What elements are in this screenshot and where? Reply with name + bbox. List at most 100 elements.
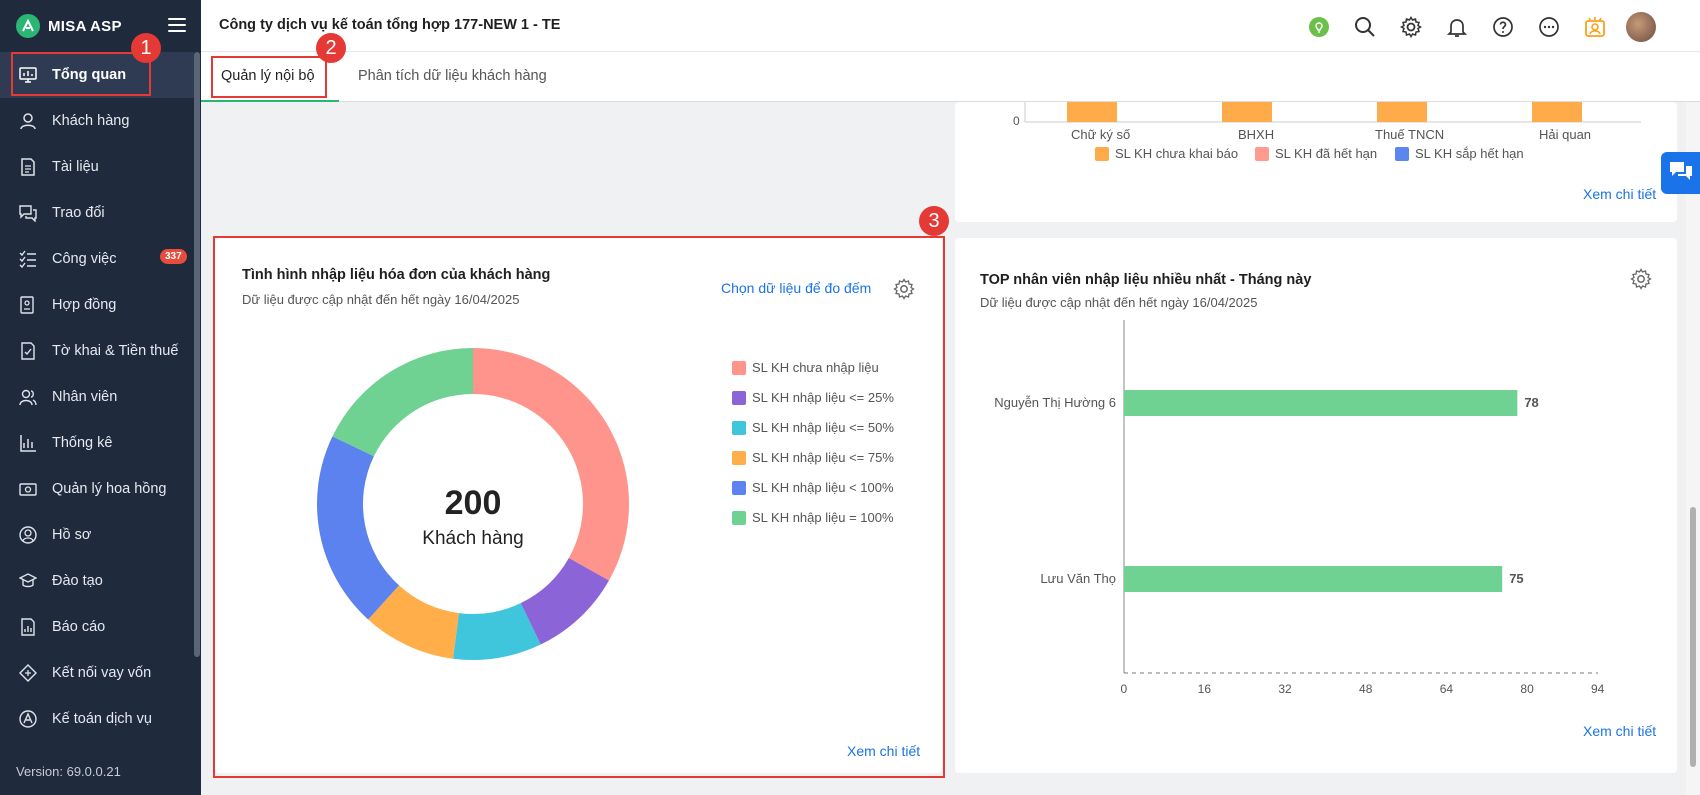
search-icon[interactable] (1350, 12, 1380, 42)
legend-item[interactable]: SL KH chưa khai báo (1095, 146, 1238, 161)
tab-phan-tich-du-lieu[interactable]: Phân tích dữ liệu khách hàng (358, 68, 547, 84)
sidebar-item-bao-cao[interactable]: Báo cáo (0, 604, 194, 650)
sidebar-item-label: Tờ khai & Tiền thuế (52, 343, 179, 359)
sidebar-item-hop-dong[interactable]: Hợp đồng (0, 282, 194, 328)
bar-segment-1[interactable] (1067, 102, 1117, 122)
legend-label: SL KH nhập liệu <= 75% (752, 450, 894, 465)
legend-item[interactable]: SL KH chưa nhập liệu (732, 360, 879, 375)
tab-bar: Quản lý nội bộ Phân tích dữ liệu khách h… (201, 52, 1700, 103)
menu-toggle-icon[interactable] (168, 18, 186, 34)
annotation-box-1 (11, 52, 151, 96)
donut-total-label: Khách hàng (422, 528, 524, 549)
sidebar-item-tai-lieu[interactable]: Tài liệu (0, 144, 194, 190)
top-staff-bar-chart (1123, 320, 1598, 674)
legend-label: SL KH chưa khai báo (1115, 146, 1239, 161)
sidebar-item-vay-von[interactable]: Kết nối vay vốn (0, 650, 194, 696)
view-details-link[interactable]: Xem chi tiết (847, 743, 921, 759)
sidebar-item-label: Thống kê (52, 435, 113, 451)
chat-support-button[interactable] (1661, 152, 1700, 194)
legend-item[interactable]: SL KH sắp hết hạn (1395, 146, 1524, 161)
legend-item[interactable]: SL KH nhập liệu < 100% (732, 480, 894, 495)
sidebar-item-label: Quản lý hoa hồng (52, 481, 167, 497)
content-scrollbar[interactable] (1686, 102, 1700, 795)
legend-swatch (732, 480, 746, 495)
more-icon[interactable] (1534, 12, 1564, 42)
sidebar-item-khach-hang[interactable]: Khách hàng (0, 98, 194, 144)
help-icon[interactable] (1488, 12, 1518, 42)
legend-label: SL KH nhập liệu = 100% (752, 510, 894, 525)
bar-segment-4[interactable] (1532, 102, 1582, 122)
sidebar-item-ke-toan-dich-vu[interactable]: Kế toán dịch vụ (0, 696, 194, 742)
lightbulb-icon[interactable] (1304, 12, 1334, 42)
scrollbar-thumb[interactable] (1690, 507, 1696, 767)
legend-swatch (732, 360, 746, 375)
sidebar-item-hoa-hong[interactable]: Quản lý hoa hồng (0, 466, 194, 512)
legend-item[interactable]: SL KH nhập liệu = 100% (732, 510, 894, 525)
legend-label: SL KH chưa nhập liệu (752, 360, 879, 375)
company-name[interactable]: Công ty dịch vụ kế toán tổng hợp 177-NEW… (219, 17, 561, 33)
brand-logo[interactable]: MISA ASP (16, 14, 122, 38)
donut-slice-2[interactable] (520, 557, 609, 645)
donut-total-value: 200 (444, 484, 502, 522)
view-details-link[interactable]: Xem chi tiết (1583, 186, 1657, 202)
tab-quan-ly-noi-bo[interactable]: Quản lý nội bộ (221, 68, 315, 84)
hbar-2[interactable] (1124, 566, 1503, 592)
bell-icon[interactable] (1442, 12, 1472, 42)
sidebar-item-label: Khách hàng (52, 113, 130, 129)
training-icon (18, 571, 38, 591)
hbar-1[interactable] (1124, 390, 1518, 416)
task-count-badge: 337 (160, 249, 187, 264)
sidebar-scrollbar[interactable] (194, 52, 200, 657)
user-avatar[interactable] (1626, 12, 1656, 42)
sidebar-item-label: Kế toán dịch vụ (52, 711, 152, 727)
donut-slice-3[interactable] (453, 603, 541, 660)
x-tick-label: 0 (1120, 682, 1128, 696)
bar-segment-3[interactable] (1377, 102, 1427, 122)
report-icon (18, 617, 38, 637)
sidebar-item-trao-doi[interactable]: Trao đổi (0, 190, 194, 236)
legend-label: SL KH sắp hết hạn (1415, 146, 1524, 161)
legend-item[interactable]: SL KH đã hết hạn (1255, 146, 1377, 161)
accounting-service-icon (18, 709, 38, 729)
donut-slice-6[interactable] (332, 348, 473, 457)
donut-slice-1[interactable] (473, 348, 629, 581)
sidebar-item-ho-so[interactable]: Hồ sơ (0, 512, 194, 558)
donut-slice-4[interactable] (368, 585, 459, 659)
legend-item[interactable]: SL KH nhập liệu <= 25% (732, 390, 894, 405)
card-title: Tình hình nhập liệu hóa đơn của khách hà… (242, 267, 551, 283)
expiry-bar-chart (1024, 102, 1641, 123)
legend-item[interactable]: SL KH nhập liệu <= 75% (732, 450, 894, 465)
sidebar-item-label: Đào tạo (52, 573, 103, 589)
gear-icon[interactable] (1630, 268, 1652, 295)
sidebar-item-dao-tao[interactable]: Đào tạo (0, 558, 194, 604)
legend-item[interactable]: SL KH nhập liệu <= 50% (732, 420, 894, 435)
active-tab-indicator (201, 100, 339, 103)
sidebar-item-cong-viec[interactable]: Công việc 337 (0, 236, 194, 282)
sidebar-item-label: Hồ sơ (52, 527, 92, 543)
donut-slice-5[interactable] (317, 436, 400, 620)
card-subtitle: Dữ liệu được cập nhật đến hết ngày 16/04… (242, 292, 520, 307)
sidebar-item-label: Hợp đồng (52, 297, 117, 313)
sidebar-item-nhan-vien[interactable]: Nhân viên (0, 374, 194, 420)
view-details-link[interactable]: Xem chi tiết (1583, 723, 1657, 739)
legend-label: SL KH nhập liệu <= 25% (752, 390, 894, 405)
sidebar-item-tong-quan[interactable]: Tổng quan (0, 52, 194, 98)
legend-swatch (1395, 146, 1409, 161)
x-tick-label: BHXH (1238, 127, 1275, 142)
x-tick-label: 16 (1197, 682, 1212, 696)
sidebar-item-to-khai[interactable]: Tờ khai & Tiền thuế (0, 328, 194, 374)
gear-icon[interactable] (1396, 12, 1426, 42)
support-agent-icon[interactable] (1580, 12, 1610, 42)
x-tick-label: 32 (1278, 682, 1292, 696)
category-label: Nguyễn Thị Hường 6 (994, 395, 1116, 410)
sidebar-item-thong-ke[interactable]: Thống kê (0, 420, 194, 466)
chat-icon (18, 203, 38, 223)
x-tick-label: 94 (1591, 682, 1605, 696)
annotation-number: 1 (131, 33, 161, 63)
sidebar-item-label: Trao đổi (52, 205, 105, 221)
bar-segment-2[interactable] (1222, 102, 1272, 122)
expiry-chart-card: 0 Chữ ký số BHXH Thuế TNCN Hải quan SL K… (955, 102, 1677, 222)
dashboard-icon (18, 65, 38, 85)
gear-icon[interactable] (893, 278, 915, 305)
choose-data-link[interactable]: Chọn dữ liệu để đo đếm (721, 280, 872, 296)
